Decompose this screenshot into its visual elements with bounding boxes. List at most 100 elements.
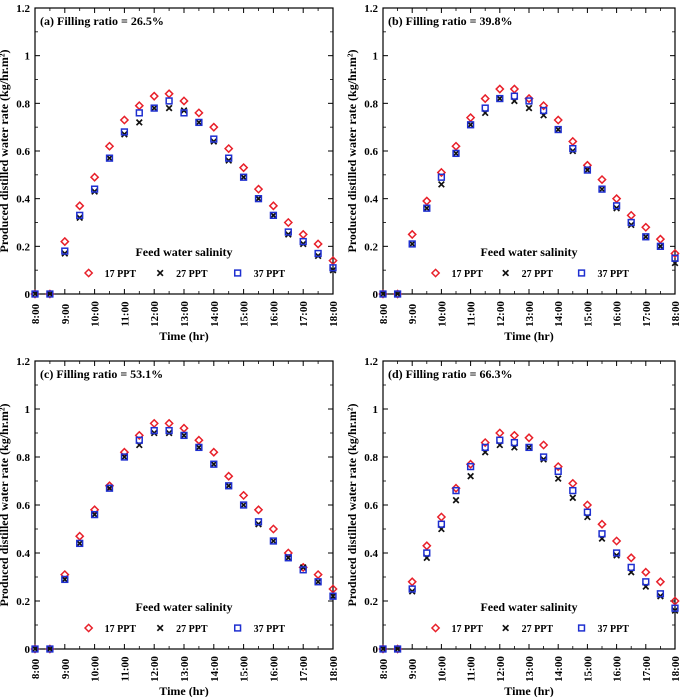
- data-point: [436, 512, 447, 522]
- data-point: [379, 290, 387, 298]
- legend-label: 17 PPT: [105, 269, 137, 280]
- y-tick-label: 1.2: [16, 356, 30, 368]
- data-point: [642, 233, 650, 241]
- y-tick-label: 0.2: [364, 241, 378, 253]
- data-point: [554, 126, 562, 133]
- data-point: [554, 467, 562, 476]
- legend-marker: [502, 624, 510, 632]
- chart-panel-2: 0 0.2 0.4 0.6 0.8 1 1.2 8:00 9:00 10:00 11:00 12:00…: [0, 356, 340, 697]
- data-point: [180, 431, 188, 439]
- y-tick-label: 0.8: [364, 98, 378, 110]
- data-point: [75, 201, 85, 211]
- data-point: [284, 554, 292, 562]
- data-point: [496, 94, 504, 103]
- data-point: [135, 118, 143, 126]
- data-point: [568, 478, 578, 489]
- data-point: [481, 443, 489, 452]
- legend-entry: 17 PPT: [430, 623, 483, 635]
- data-point: [656, 242, 664, 250]
- data-point: [452, 486, 460, 495]
- x-tick-label: 8:00: [378, 303, 390, 324]
- data-point: [597, 174, 607, 185]
- data-point: [480, 437, 490, 448]
- x-tick-label: 17:00: [641, 656, 653, 682]
- x-tick-label: 15:00: [239, 301, 251, 327]
- data-point: [598, 185, 606, 193]
- data-point: [437, 173, 446, 181]
- data-point: [407, 577, 417, 587]
- y-tick-label: 0.6: [364, 500, 378, 512]
- data-point: [524, 433, 534, 443]
- data-point: [465, 112, 476, 123]
- data-point: [284, 228, 292, 236]
- series-37-ppt: [379, 92, 679, 298]
- data-point: [119, 115, 130, 125]
- y-tick-label: 0.6: [16, 146, 30, 158]
- data-point: [164, 89, 174, 99]
- x-tick-label: 10:00: [436, 301, 448, 327]
- data-point: [538, 101, 549, 111]
- data-point: [210, 135, 218, 143]
- data-point: [538, 440, 549, 450]
- data-point: [60, 236, 70, 247]
- x-axis-label: Time (hr): [504, 329, 553, 343]
- y-tick-label: 0.4: [364, 548, 378, 560]
- data-point: [268, 201, 279, 211]
- data-point: [194, 435, 204, 445]
- y-tick-label: 1: [25, 51, 31, 63]
- data-point: [436, 167, 447, 178]
- legend-marker: [156, 624, 164, 632]
- x-tick-label: 14:00: [553, 301, 565, 327]
- legend-entry: 37 PPT: [577, 269, 629, 280]
- data-point: [31, 645, 39, 653]
- x-tick-label: 10:00: [436, 656, 448, 682]
- data-point: [655, 234, 666, 244]
- legend-label: 27 PPT: [176, 269, 208, 280]
- data-point: [46, 290, 54, 298]
- data-point: [597, 519, 607, 529]
- data-point: [670, 248, 680, 259]
- x-tick-label: 17:00: [298, 656, 310, 682]
- legend-marker: [502, 269, 510, 277]
- chart-panel-0: 0 0.2 0.4 0.6 0.8 1 1.2 8:00 9:00 10:00 11:00 12:00…: [0, 3, 340, 343]
- data-point: [75, 531, 85, 541]
- y-tick-label: 0.4: [364, 194, 378, 206]
- data-point: [393, 290, 402, 298]
- data-point: [407, 229, 417, 240]
- data-point: [299, 237, 307, 246]
- panel-title: (b) Filling ratio = 39.8%: [388, 14, 513, 28]
- data-point: [298, 229, 308, 240]
- data-point: [224, 143, 234, 154]
- data-point: [210, 460, 218, 468]
- data-point: [194, 108, 204, 118]
- x-tick-label: 9:00: [60, 303, 72, 324]
- legend-marker: [233, 624, 242, 632]
- data-point: [269, 537, 277, 545]
- legend-marker: [83, 268, 94, 278]
- x-tick-label: 11:00: [119, 656, 131, 682]
- data-point: [495, 428, 505, 438]
- data-point: [626, 210, 636, 221]
- data-point: [195, 443, 203, 451]
- x-tick-label: 16:00: [268, 301, 280, 327]
- series-17-ppt: [30, 418, 338, 654]
- data-point: [225, 482, 233, 490]
- data-point: [583, 166, 592, 174]
- x-tick-label: 12:00: [149, 656, 161, 682]
- data-point: [195, 443, 203, 452]
- x-tick-label: 12:00: [149, 301, 161, 327]
- data-point: [423, 204, 431, 212]
- data-point: [313, 239, 323, 249]
- data-point: [467, 472, 475, 480]
- panel-title: (c) Filling ratio = 53.1%: [40, 367, 163, 381]
- legend-label: 27 PPT: [522, 624, 554, 635]
- x-tick-label: 8:00: [30, 658, 42, 679]
- x-tick-label: 13:00: [179, 656, 191, 682]
- y-axis-label: Produced distilled water rate (kg/hr.m²): [0, 403, 11, 606]
- series-27-ppt: [379, 95, 679, 298]
- data-point: [210, 460, 218, 468]
- data-point: [583, 166, 591, 174]
- x-tick-label: 10:00: [90, 301, 102, 327]
- y-tick-label: 1.2: [364, 3, 378, 15]
- x-tick-label: 11:00: [119, 301, 131, 327]
